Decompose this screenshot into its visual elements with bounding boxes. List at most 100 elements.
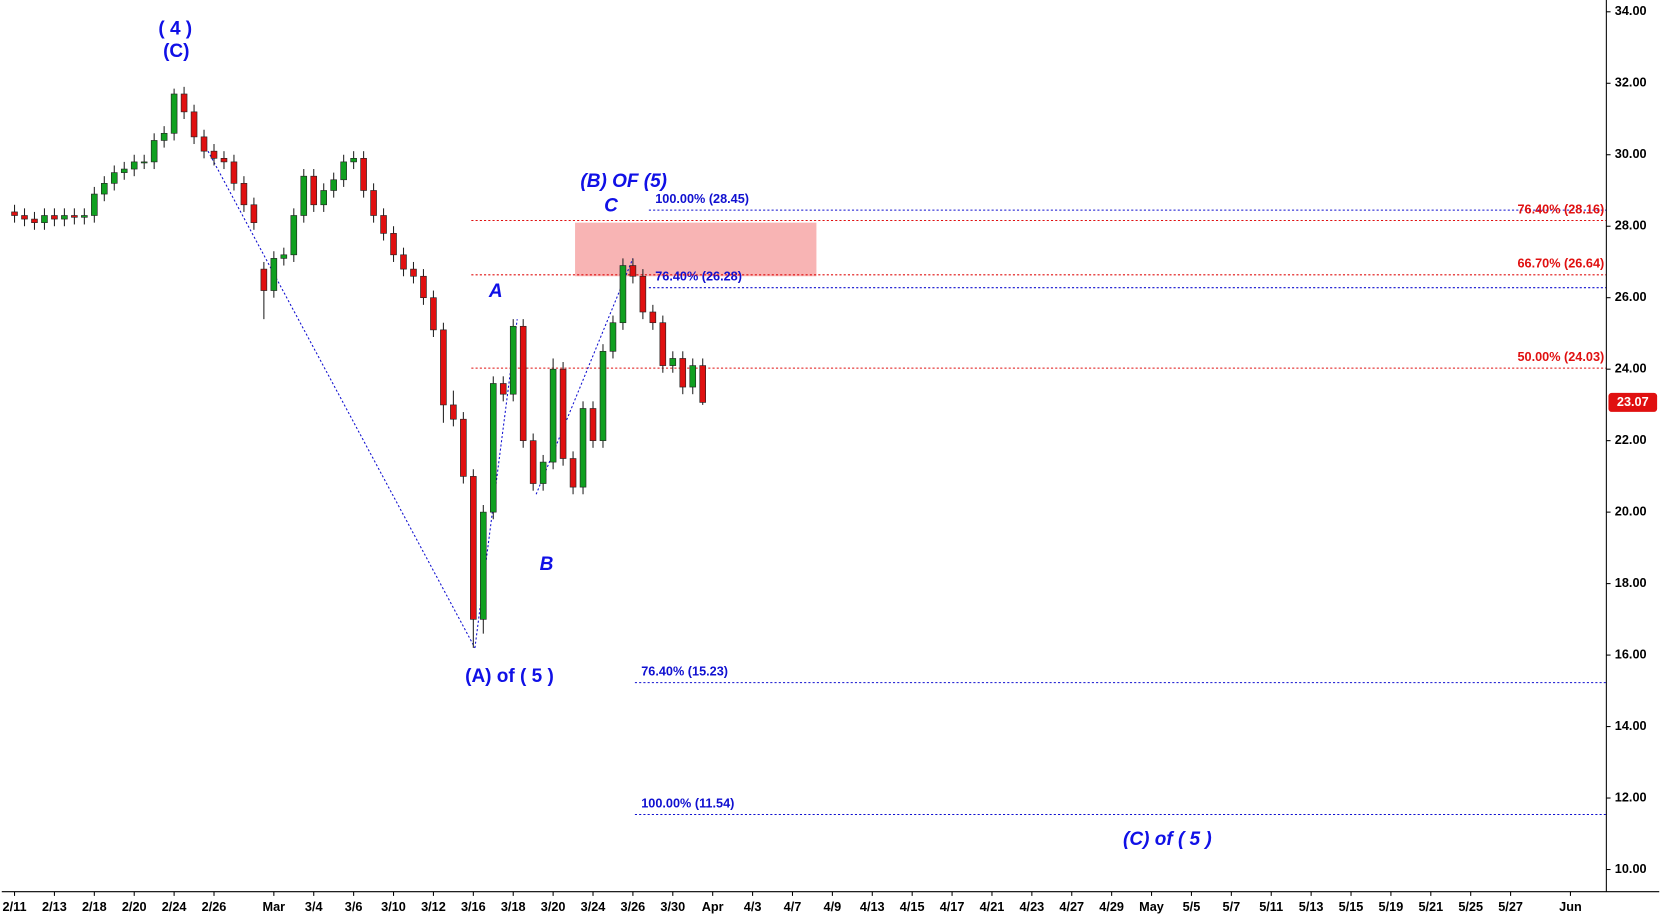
y-tick-label: 10.00 [1615,862,1647,876]
candle-body [699,365,707,403]
candle-body [71,215,78,218]
y-tick-label: 24.00 [1615,362,1647,376]
fib-label: 50.00% (24.03) [1517,350,1604,364]
candle-body [370,190,377,216]
x-tick-label: Mar [263,900,286,914]
candle-body [81,215,88,218]
wave-label: (C) of ( 5 ) [1123,829,1212,850]
candle-body [639,275,647,313]
candle-body [200,136,208,152]
fib-label: 100.00% (28.45) [655,192,749,206]
candle-body [220,158,228,163]
candle-body [629,265,637,277]
candle-body [499,383,507,395]
x-tick-label: 4/9 [824,900,842,914]
candle-body [31,218,38,223]
candle-body [390,233,397,256]
candle-body [470,476,477,620]
candle-body [290,215,298,256]
candle-body [529,440,537,484]
x-tick-label: 4/3 [744,900,762,914]
x-tick-label: 5/13 [1299,900,1324,914]
wave-label: B [540,554,554,575]
candle-body [21,215,28,220]
fib-label: 76.40% (26.28) [655,269,742,283]
x-tick-label: 5/21 [1418,900,1443,914]
candle-body [659,322,667,366]
candle-body [689,365,697,388]
candle-body [240,183,248,206]
candle-body [679,358,687,388]
x-tick-label: 4/29 [1099,900,1124,914]
candle-body [170,93,178,134]
candle-body [460,418,467,477]
y-tick-label: 22.00 [1615,433,1647,447]
candle-body [609,322,617,352]
candle-body [110,172,118,184]
x-tick-label: Apr [702,900,724,914]
x-tick-label: 5/11 [1259,900,1283,914]
x-tick-label: 2/26 [202,900,227,914]
x-tick-label: 3/4 [305,900,323,914]
candle-body [41,215,48,223]
candle-body [51,215,58,220]
candle-body [539,461,547,484]
candle-body [420,275,427,299]
wave-line [207,150,476,649]
x-tick-label: 3/24 [581,900,606,914]
x-tick-label: 2/24 [162,900,187,914]
candle-body [140,161,148,164]
fib-label: 76.40% (15.23) [641,664,728,678]
candle-body [440,329,447,406]
x-tick-label: 5/15 [1339,900,1364,914]
x-tick-label: 3/18 [501,900,526,914]
candle-body [430,297,437,331]
candle-body [450,404,457,420]
wave-label: A [488,281,503,302]
y-tick-label: 16.00 [1615,647,1647,661]
x-tick-label: 4/7 [784,900,802,914]
x-tick-label: 4/13 [860,900,885,914]
candle-body [410,268,417,277]
y-tick-label: 32.00 [1615,76,1647,90]
candle-body [340,161,347,181]
x-tick-label: 2/13 [42,900,67,914]
x-tick-label: 3/16 [461,900,486,914]
x-tick-label: 2/18 [82,900,107,914]
candle-body [101,183,108,195]
fib-label: 66.70% (26.64) [1517,257,1604,271]
wave-label: (B) OF (5) [580,171,667,192]
x-tick-label: 4/15 [900,900,925,914]
candle-body [180,93,188,113]
candle-body [330,179,337,191]
fib-label: 76.40% (28.16) [1517,202,1604,216]
candle-body [509,325,517,395]
x-tick-label: 5/19 [1379,900,1404,914]
candle-body [160,132,168,141]
x-tick-label: 3/10 [381,900,406,914]
y-tick-label: 12.00 [1615,790,1647,804]
candle-body [190,111,198,138]
x-tick-label: May [1139,900,1164,914]
x-tick-label: 5/27 [1498,900,1523,914]
candle-layer [11,86,707,648]
candle-body [589,408,597,441]
x-tick-label: Jun [1559,900,1582,914]
candle-body [669,358,677,366]
wave-label: C [604,195,618,216]
candle-body [380,215,387,234]
zone-layer [575,222,817,277]
y-tick-label: 20.00 [1615,504,1647,518]
x-tick-label: 5/7 [1223,900,1241,914]
candle-body [210,150,218,159]
target-zone [575,222,817,277]
fib-label: 100.00% (11.54) [641,796,734,810]
x-tick-label: 3/12 [421,900,446,914]
x-tick-label: 2/20 [122,900,147,914]
wave-label: (C) [163,41,189,62]
y-tick-label: 28.00 [1615,219,1647,233]
y-tick-label: 18.00 [1615,576,1647,590]
candle-body [270,258,278,291]
